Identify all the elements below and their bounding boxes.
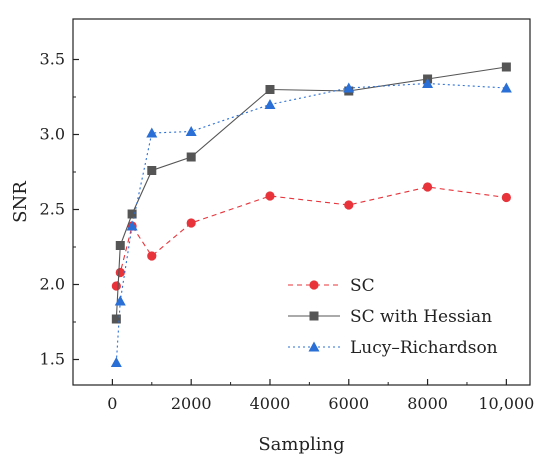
data-point — [186, 152, 196, 162]
plot-frame — [72, 18, 531, 386]
data-point — [111, 281, 121, 291]
y-axis-title: SNR — [10, 181, 31, 223]
data-point — [265, 191, 275, 201]
x-tick-label: 6000 — [328, 394, 369, 413]
data-point — [111, 314, 121, 324]
legend-swatch-marker — [308, 341, 320, 352]
legend-item: SC — [288, 276, 375, 296]
data-point — [422, 182, 433, 192]
series-2 — [110, 78, 512, 367]
axes — [72, 18, 531, 386]
data-point — [127, 209, 137, 219]
series-line — [115, 186, 507, 287]
data-point — [147, 251, 157, 261]
x-axis-title: Sampling — [258, 434, 344, 455]
data-point — [501, 192, 511, 203]
data-point — [264, 99, 276, 109]
x-tick-label: 8000 — [407, 394, 448, 413]
legend-item: SC with Hessian — [288, 307, 492, 327]
data-point — [114, 295, 126, 306]
data-point — [501, 62, 511, 72]
data-point — [344, 200, 354, 210]
data-point — [265, 85, 275, 94]
legend-label: Lucy–Richardson — [350, 338, 498, 358]
data-point — [147, 166, 157, 175]
data-point — [343, 82, 355, 93]
data-point — [115, 241, 125, 250]
y-tick-label: 1.5 — [40, 350, 65, 369]
data-point — [422, 78, 434, 88]
series-line — [115, 66, 507, 320]
y-tick-label: 2.5 — [40, 200, 65, 219]
legend-swatch-marker — [309, 311, 319, 321]
y-tick-label: 3.5 — [40, 50, 65, 69]
x-tick-label: 2000 — [171, 394, 212, 413]
data-point — [185, 126, 197, 136]
legend-item: Lucy–Richardson — [288, 338, 498, 358]
x-tick-label: 0 — [107, 394, 117, 413]
data-point — [146, 127, 158, 138]
data-point — [110, 357, 122, 367]
series-line — [115, 82, 507, 363]
x-tick-label: 4000 — [250, 394, 291, 413]
x-tick-label: 10,000 — [478, 394, 534, 413]
data-point — [115, 267, 125, 278]
y-tick-label: 3.0 — [40, 125, 65, 144]
tick-labels: 0 2000 4000 6000 8000 10,000 1.5 2.0 2.5 3.0 3.5 — [40, 50, 535, 414]
legend-swatch-marker — [309, 280, 319, 290]
legend-label: SC with Hessian — [350, 307, 492, 327]
data-point — [186, 218, 196, 228]
legend-label: SC — [350, 276, 375, 296]
data-point — [126, 220, 138, 231]
legend: SC SC with Hessian Lucy–Richardson — [288, 276, 498, 358]
y-tick-label: 2.0 — [40, 275, 65, 294]
data-point — [500, 82, 512, 93]
series-0 — [111, 182, 511, 291]
series-group — [110, 62, 512, 367]
